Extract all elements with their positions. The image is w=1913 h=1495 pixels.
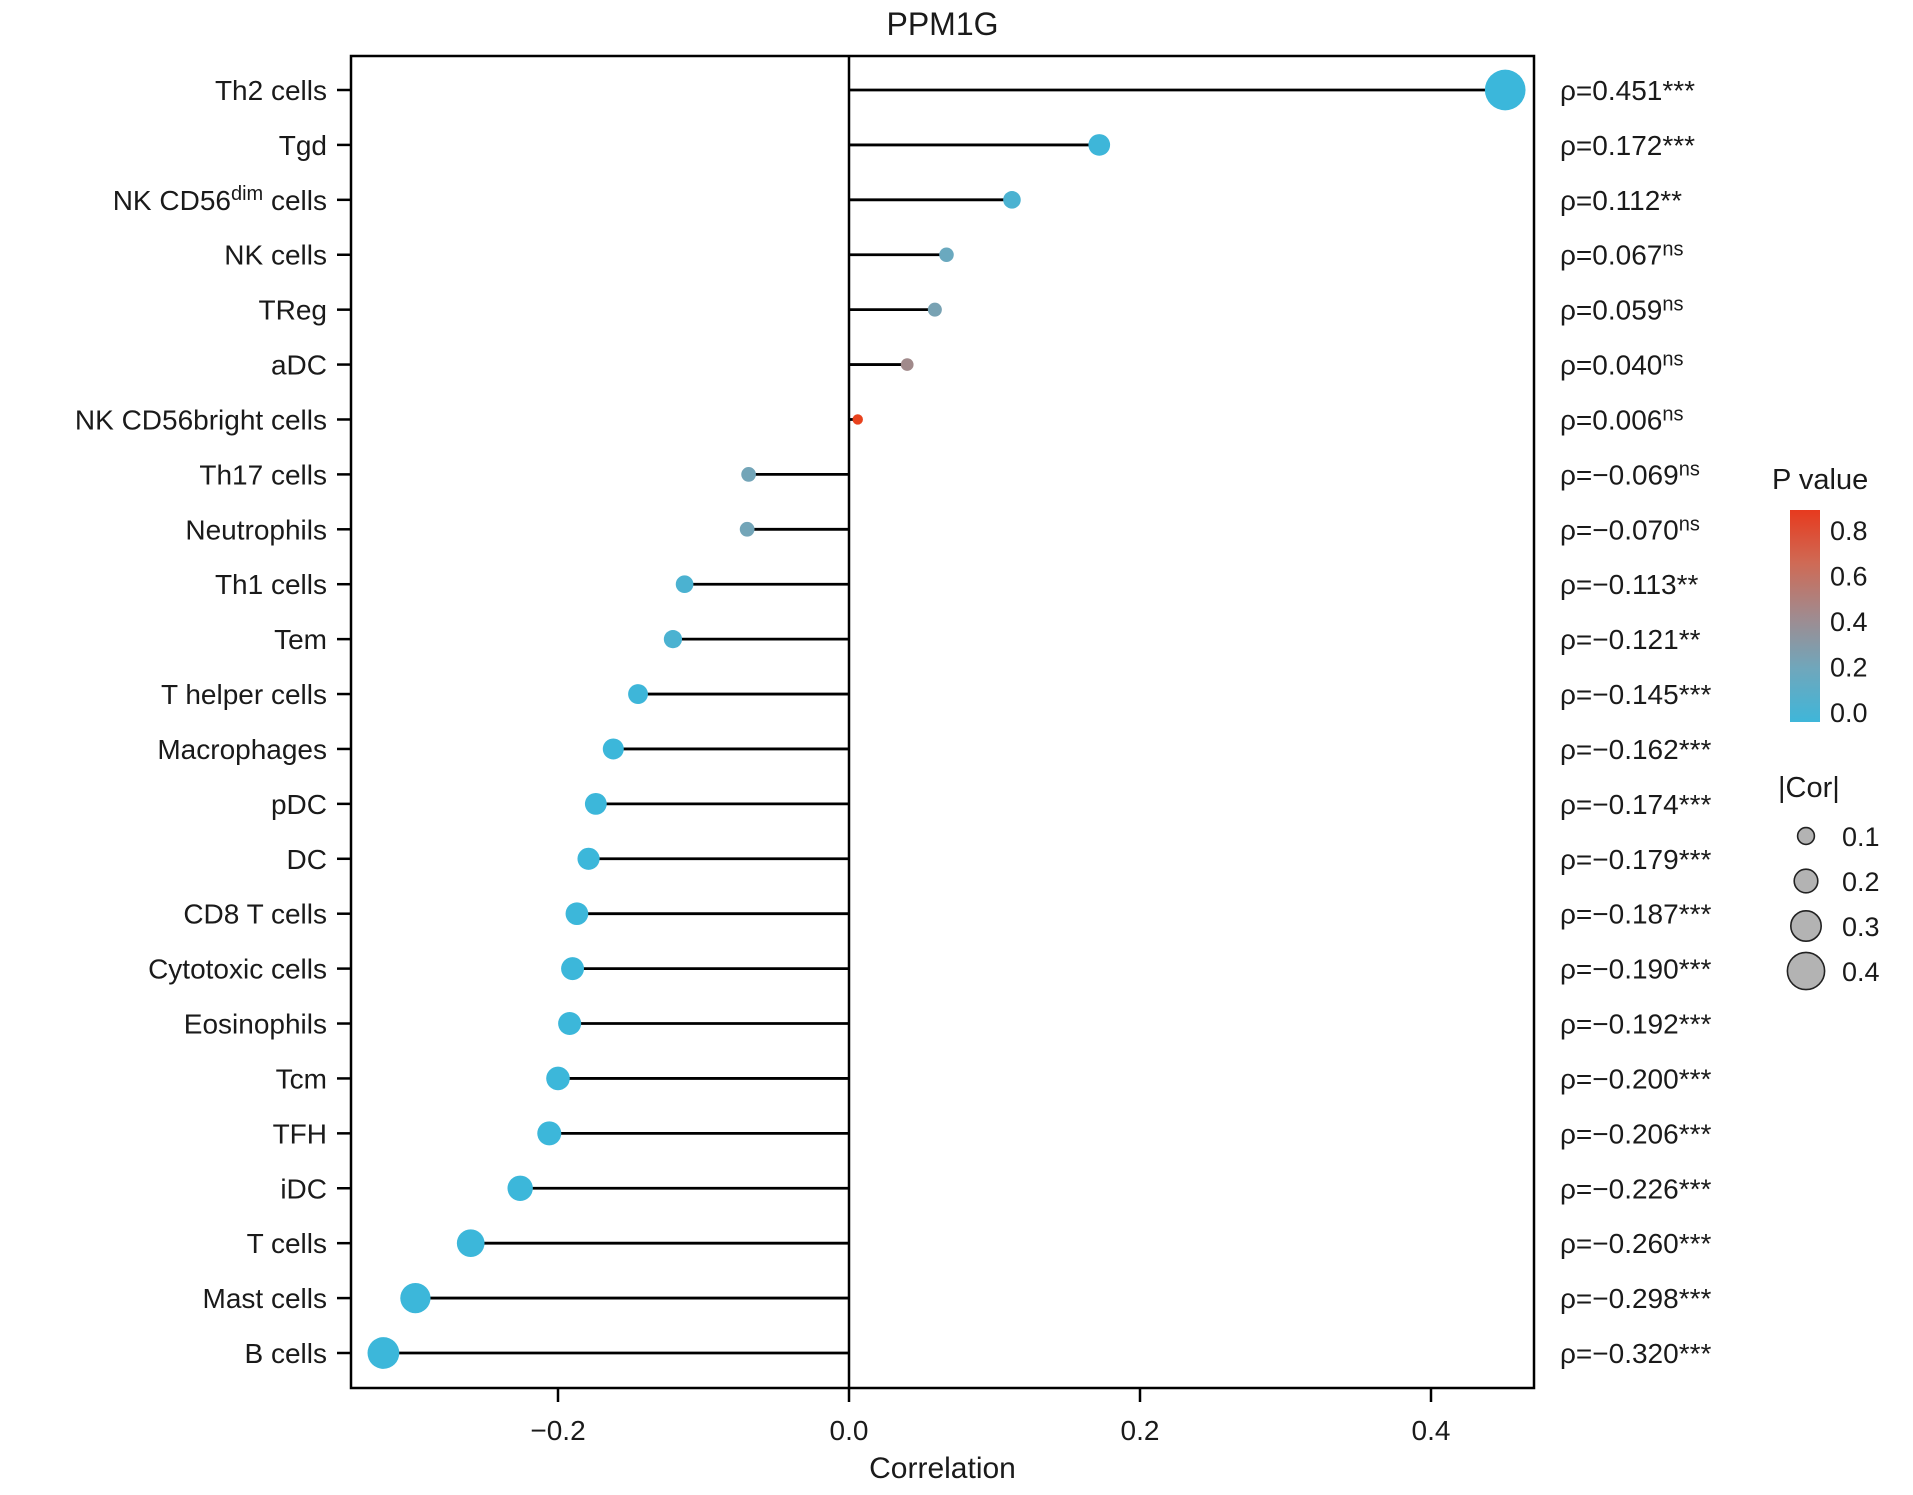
x-tick-label: 0.2 <box>1121 1415 1160 1446</box>
lollipop-dot <box>927 302 942 317</box>
pvalue-legend-title: P value <box>1772 464 1869 496</box>
lollipop-dot <box>900 358 914 371</box>
cor-annotation: ρ=−0.113** <box>1560 569 1699 600</box>
cor-annotation: ρ=0.451*** <box>1560 75 1695 106</box>
y-axis-label: aDC <box>271 350 327 381</box>
y-axis-label: Cytotoxic cells <box>148 954 327 985</box>
y-axis-label: Eosinophils <box>184 1009 327 1040</box>
cor-annotation: ρ=0.006ns <box>1560 403 1683 435</box>
pvalue-colorbar <box>1790 510 1820 722</box>
lollipop-dot <box>663 630 683 649</box>
cor-legend-label: 0.1 <box>1842 822 1880 852</box>
cor-legend-label: 0.4 <box>1842 957 1880 987</box>
lollipop-dot <box>1484 69 1526 111</box>
plot-border <box>349 54 1536 1390</box>
cor-annotation: ρ=0.067ns <box>1560 239 1683 271</box>
y-axis-label: TFH <box>273 1118 327 1149</box>
lollipop-dot <box>628 684 648 704</box>
cor-annotation: ρ=−0.179*** <box>1560 844 1711 875</box>
y-axis-label: Th1 cells <box>215 569 327 600</box>
cor-annotation: ρ=0.172*** <box>1560 130 1695 161</box>
cor-annotation: ρ=−0.190*** <box>1560 954 1711 985</box>
y-axis-label: CD8 T cells <box>183 899 327 930</box>
y-axis-label: Macrophages <box>157 734 327 765</box>
x-tick-label: 0.0 <box>830 1415 869 1446</box>
cor-legend-circle <box>1786 951 1826 991</box>
y-axis-label: B cells <box>245 1338 327 1369</box>
cor-annotation: ρ=0.112** <box>1560 185 1682 216</box>
pvalue-tick-label: 0.6 <box>1830 562 1868 592</box>
x-axis-title: Correlation <box>869 1452 1016 1485</box>
cor-annotation: ρ=−0.200*** <box>1560 1063 1711 1094</box>
cor-annotation: ρ=0.059ns <box>1560 294 1683 326</box>
y-axis-label: iDC <box>280 1173 327 1204</box>
lollipop-dot <box>546 1066 570 1091</box>
cor-legend-title: |Cor| <box>1778 772 1840 804</box>
cor-annotation: ρ=−0.069ns <box>1560 458 1700 490</box>
lollipop-dot <box>584 792 607 815</box>
cor-annotation: ρ=−0.320*** <box>1560 1338 1711 1369</box>
lollipop-dot <box>456 1229 485 1258</box>
y-axis-label: Mast cells <box>203 1283 327 1314</box>
cor-legend-circle <box>1790 909 1823 942</box>
x-tick-label: −0.2 <box>530 1415 585 1446</box>
lollipop-dot <box>1003 191 1021 209</box>
lollipop-dot <box>577 847 600 870</box>
lollipop-dot <box>741 467 756 482</box>
cor-annotation: ρ=−0.121** <box>1560 624 1701 655</box>
cor-annotation: ρ=−0.162*** <box>1560 734 1711 765</box>
cor-annotation: ρ=−0.192*** <box>1560 1009 1711 1040</box>
y-axis-label: NK CD56bright cells <box>75 404 327 435</box>
lollipop-dot <box>602 738 624 760</box>
cor-legend-circle <box>1793 868 1819 894</box>
y-axis-label: Th2 cells <box>215 75 327 106</box>
y-axis-label: TReg <box>259 295 327 326</box>
chart-title: PPM1G <box>886 6 999 42</box>
lollipop-dot <box>565 902 589 926</box>
cor-annotation: ρ=−0.298*** <box>1560 1283 1711 1314</box>
cor-annotation: ρ=−0.187*** <box>1560 899 1711 930</box>
cor-annotation: ρ=−0.260*** <box>1560 1228 1711 1259</box>
pvalue-tick-label: 0.0 <box>1830 698 1868 728</box>
y-axis-label: NK cells <box>224 240 327 271</box>
y-axis-label: NK CD56dim cells <box>113 183 327 216</box>
cor-annotation: ρ=−0.145*** <box>1560 679 1711 710</box>
y-axis-label: Th17 cells <box>199 459 327 490</box>
lollipop-dot <box>400 1282 431 1314</box>
lollipop-dot <box>558 1011 582 1036</box>
y-axis-label: Neutrophils <box>185 514 327 545</box>
pvalue-tick-label: 0.4 <box>1830 607 1868 637</box>
cor-annotation: ρ=−0.070ns <box>1560 513 1700 545</box>
x-tick-label: 0.4 <box>1412 1415 1451 1446</box>
pvalue-tick-label: 0.2 <box>1830 653 1868 683</box>
y-axis-label: T cells <box>247 1228 327 1259</box>
cor-annotation: ρ=−0.226*** <box>1560 1173 1711 1204</box>
y-axis-label: pDC <box>271 789 327 820</box>
lollipop-dot <box>537 1121 562 1146</box>
cor-legend-label: 0.3 <box>1842 912 1880 942</box>
cor-legend-circle <box>1796 826 1816 846</box>
lollipop-dot <box>939 247 954 263</box>
y-axis-label: DC <box>287 844 327 875</box>
y-axis-label: Tem <box>274 624 327 655</box>
cor-annotation: ρ=0.040ns <box>1560 349 1683 381</box>
lollipop-dot <box>367 1337 400 1369</box>
pvalue-tick-label: 0.8 <box>1830 516 1868 546</box>
cor-annotation: ρ=−0.206*** <box>1560 1118 1711 1149</box>
cor-legend-label: 0.2 <box>1842 867 1880 897</box>
lollipop-dot <box>507 1175 533 1201</box>
y-axis-label: Tcm <box>276 1063 327 1094</box>
lollipop-dot <box>739 521 755 537</box>
y-axis-label: T helper cells <box>161 679 327 710</box>
lollipop-dot <box>675 575 694 594</box>
cor-annotation: ρ=−0.174*** <box>1560 789 1711 820</box>
lollipop-dot <box>852 414 863 425</box>
lollipop-dot <box>1088 134 1111 156</box>
lollipop-dot <box>561 957 585 981</box>
y-axis-label: Tgd <box>279 130 327 161</box>
